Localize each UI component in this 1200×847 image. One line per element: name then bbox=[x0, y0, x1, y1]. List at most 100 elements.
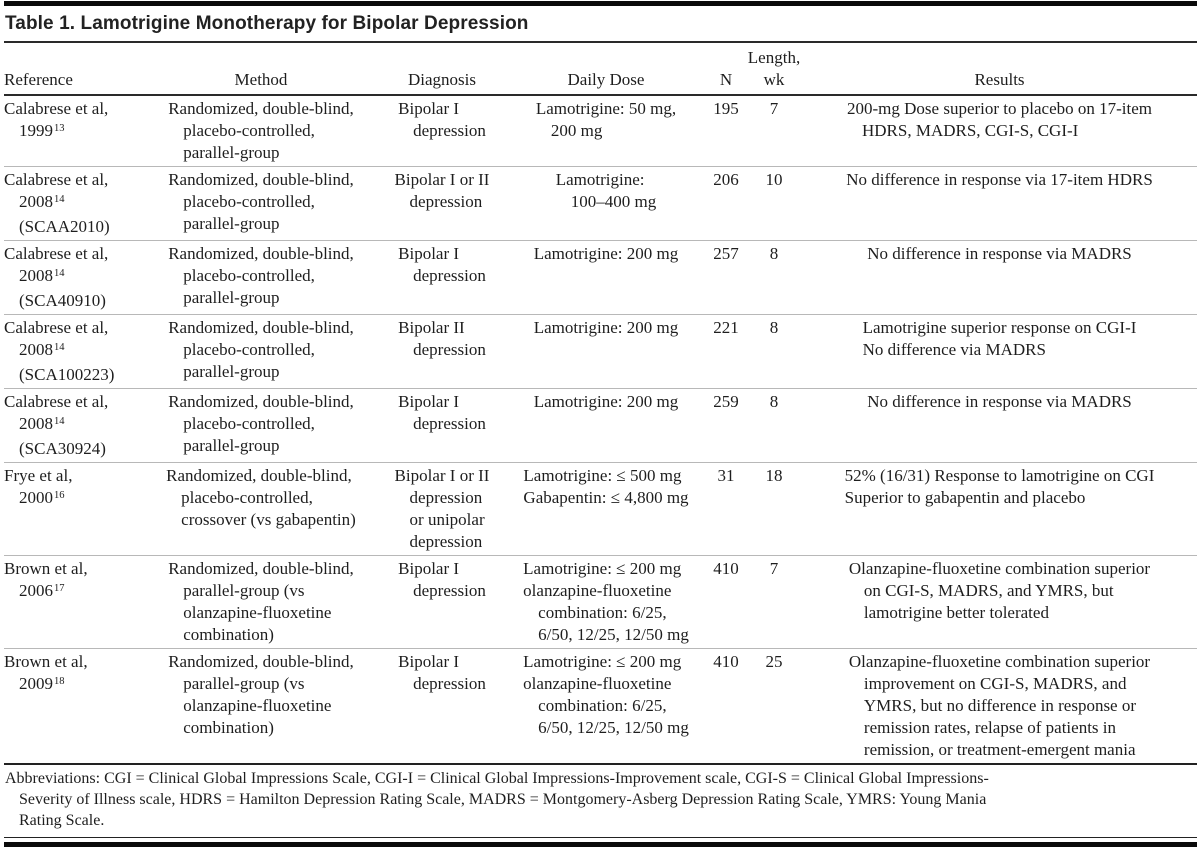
header-label-line: Diagnosis bbox=[408, 70, 476, 89]
cell-text-block: Lamotrigine: 50 mg, 200 mg bbox=[536, 98, 676, 142]
cell-reference: Calabrese et al, 199913 bbox=[4, 95, 144, 167]
cell-n: 257 bbox=[706, 240, 746, 315]
cell-line: 199913 bbox=[19, 121, 65, 140]
cell-line: 200814 bbox=[19, 266, 65, 285]
cell-line: parallel-group bbox=[183, 436, 280, 455]
table-body: Calabrese et al, 199913 Randomized, double… bbox=[4, 95, 1197, 763]
footnote-rule bbox=[4, 763, 1197, 765]
header-label-line: N bbox=[719, 70, 733, 89]
cell-length: 8 bbox=[746, 240, 802, 315]
study-table: Reference Method Diagnosis Daily Dose N Lengt… bbox=[4, 43, 1197, 763]
cell-line: parallel-group bbox=[183, 214, 280, 233]
cell-dose: Lamotrigine: ≤ 500 mg Gabapentin: ≤ 4,800… bbox=[506, 462, 706, 556]
cell-line: combination: 6/25, bbox=[538, 603, 667, 622]
header-label-line: Daily Dose bbox=[567, 70, 645, 89]
cell-method: Randomized, double-blind, placebo-control… bbox=[144, 166, 378, 241]
cell-line: Randomized, double-blind, bbox=[168, 318, 354, 337]
cell-text-block: Lamotrigine: 100–400 mg bbox=[556, 169, 656, 213]
cell-n: 221 bbox=[706, 314, 746, 389]
cell-line: parallel-group (vs bbox=[183, 581, 305, 600]
cell-line: olanzapine-fluoxetine bbox=[523, 581, 672, 600]
cell-results: Olanzapine-fluoxetine combination superi… bbox=[802, 555, 1197, 649]
cell-line: 52% (16/31) Response to lamotrigine on C… bbox=[844, 466, 1155, 485]
cell-length: 25 bbox=[746, 648, 802, 763]
cell-line: Calabrese et al, bbox=[4, 392, 109, 411]
cell-line: Lamotrigine: bbox=[555, 170, 645, 189]
cell-dose: Lamotrigine: 200 mg bbox=[506, 314, 706, 389]
cell-line: Calabrese et al, bbox=[4, 170, 109, 189]
cell-line: Calabrese et al, bbox=[4, 99, 109, 118]
cell-line: Brown et al, bbox=[4, 559, 88, 578]
col-header-method: Method bbox=[144, 43, 378, 95]
cell-text-block: Lamotrigine: ≤ 200 mg olanzapine-fluoxeti… bbox=[523, 558, 689, 646]
cell-line: placebo-controlled, bbox=[181, 488, 313, 507]
cell-line: Superior to gabapentin and placebo bbox=[844, 488, 1086, 507]
cell-reference: Frye et al, 200016 bbox=[4, 462, 144, 556]
cell-n: 195 bbox=[713, 99, 739, 118]
cell-line: on CGI-S, MADRS, and YMRS, but bbox=[863, 581, 1114, 600]
bottom-thin-rule bbox=[4, 837, 1197, 838]
cell-line: olanzapine-fluoxetine bbox=[183, 696, 332, 715]
cell-line: Bipolar I bbox=[398, 99, 460, 118]
cell-line: depression bbox=[409, 192, 483, 211]
cell-line: parallel-group bbox=[183, 362, 280, 381]
table-row: Calabrese et al, 200814 (SCAA2010) Randomiz… bbox=[4, 166, 1197, 241]
cell-text-block: Frye et al, 200016 bbox=[4, 465, 72, 512]
footnote-line: Rating Scale. bbox=[19, 812, 105, 829]
cell-line: Lamotrigine: 200 mg bbox=[533, 244, 679, 263]
cell-line: Randomized, double-blind, bbox=[168, 652, 354, 671]
cell-diagnosis: Bipolar I depression bbox=[378, 240, 506, 315]
cell-method: Randomized, double-blind, placebo-control… bbox=[144, 240, 378, 315]
cell-line: depression bbox=[413, 581, 486, 600]
cell-line: Calabrese et al, bbox=[4, 318, 109, 337]
cell-line: Olanzapine-fluoxetine combination superi… bbox=[848, 559, 1151, 578]
cell-line: 100–400 mg bbox=[570, 192, 657, 211]
cell-line: crossover (vs gabapentin) bbox=[181, 510, 356, 529]
cell-line: (SCA40910) bbox=[19, 291, 106, 310]
title-rule bbox=[4, 41, 1197, 43]
cell-line: combination: 6/25, bbox=[538, 696, 667, 715]
cell-line: depression bbox=[413, 121, 486, 140]
cell-text-block: 52% (16/31) Response to lamotrigine on C… bbox=[845, 465, 1155, 509]
table-row: Frye et al, 200016 Randomized, double-blin… bbox=[4, 462, 1197, 556]
cell-reference: Brown et al, 200918 bbox=[4, 648, 144, 763]
cell-line: parallel-group (vs bbox=[183, 674, 305, 693]
cell-text-block: Bipolar I or II depression or unipolar depr… bbox=[395, 465, 490, 553]
cell-results: Olanzapine-fluoxetine combination superi… bbox=[802, 648, 1197, 763]
cell-diagnosis: Bipolar I depression bbox=[378, 388, 506, 463]
header-row: Reference Method Diagnosis Daily Dose N Lengt… bbox=[4, 43, 1197, 95]
cell-line: Brown et al, bbox=[4, 652, 88, 671]
cell-text-block: Bipolar I depression bbox=[398, 558, 486, 602]
citation-superscript: 14 bbox=[54, 416, 65, 428]
cell-line: No difference in response via 17-item HD… bbox=[846, 170, 1153, 189]
cell-results: 200-mg Dose superior to placebo on 17-it… bbox=[802, 95, 1197, 167]
cell-line: Lamotrigine: 200 mg bbox=[533, 318, 679, 337]
cell-line: depression bbox=[413, 414, 486, 433]
cell-reference: Calabrese et al, 200814 (SCAA2010) bbox=[4, 166, 144, 241]
cell-line: 200016 bbox=[19, 488, 65, 507]
cell-text-block: Bipolar I depression bbox=[398, 243, 486, 287]
cell-dose: Lamotrigine: 200 mg bbox=[506, 388, 706, 463]
cell-line: Randomized, double-blind, bbox=[168, 559, 354, 578]
cell-line: Lamotrigine: ≤ 500 mg bbox=[523, 466, 682, 485]
cell-line: placebo-controlled, bbox=[183, 121, 315, 140]
cell-text-block: No difference in response via 17-item HD… bbox=[846, 169, 1153, 191]
cell-n: 206 bbox=[706, 166, 746, 241]
table-row: Calabrese et al, 199913 Randomized, double… bbox=[4, 95, 1197, 167]
citation-superscript: 16 bbox=[54, 490, 65, 502]
cell-dose: Lamotrigine: ≤ 200 mg olanzapine-fluoxeti… bbox=[506, 648, 706, 763]
cell-line: placebo-controlled, bbox=[183, 340, 315, 359]
cell-text-block: Brown et al, 200617 bbox=[4, 558, 88, 605]
cell-line: or unipolar bbox=[409, 510, 485, 529]
cell-line: olanzapine-fluoxetine bbox=[183, 603, 332, 622]
cell-line: 6/50, 12/25, 12/50 mg bbox=[538, 718, 689, 737]
col-header-diagnosis: Diagnosis bbox=[378, 43, 506, 95]
cell-text-block: Lamotrigine: 200 mg bbox=[534, 317, 678, 339]
cell-diagnosis: Bipolar II depression bbox=[378, 314, 506, 389]
cell-line: 200918 bbox=[19, 674, 65, 693]
cell-results: Lamotrigine superior response on CGI-I No… bbox=[802, 314, 1197, 389]
cell-text-block: No difference in response via MADRS bbox=[867, 243, 1132, 265]
cell-text-block: Lamotrigine superior response on CGI-I No… bbox=[863, 317, 1137, 361]
cell-line: placebo-controlled, bbox=[183, 192, 315, 211]
cell-length: 7 bbox=[769, 99, 779, 118]
